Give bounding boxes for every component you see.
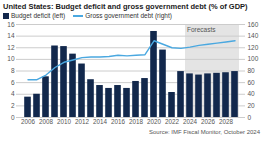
svg-text:160: 160 xyxy=(248,21,259,28)
svg-text:60: 60 xyxy=(248,79,256,86)
svg-text:Forecasts: Forecasts xyxy=(187,26,216,33)
svg-text:2020: 2020 xyxy=(147,118,162,125)
svg-text:0: 0 xyxy=(11,114,15,121)
svg-text:2008: 2008 xyxy=(39,118,54,125)
svg-text:2022: 2022 xyxy=(165,118,180,125)
svg-text:2014: 2014 xyxy=(93,118,108,125)
html-text:Gross government debt (right): Gross government debt (right) xyxy=(85,12,172,19)
svg-text:2024: 2024 xyxy=(183,118,198,125)
svg-text:12: 12 xyxy=(7,44,15,51)
svg-text:2012: 2012 xyxy=(75,118,90,125)
svg-text:20: 20 xyxy=(248,102,256,109)
svg-text:2: 2 xyxy=(11,102,15,109)
svg-text:2016: 2016 xyxy=(111,118,126,125)
svg-text:2018: 2018 xyxy=(129,118,144,125)
svg-text:2010: 2010 xyxy=(57,118,72,125)
svg-text:2026: 2026 xyxy=(201,118,216,125)
svg-text:2028: 2028 xyxy=(219,118,234,125)
svg-text:4: 4 xyxy=(11,90,15,97)
svg-text:8: 8 xyxy=(11,67,15,74)
svg-text:2006: 2006 xyxy=(21,118,36,125)
svg-text:140: 140 xyxy=(248,32,259,39)
svg-text:6: 6 xyxy=(11,79,15,86)
svg-text:10: 10 xyxy=(7,55,15,62)
svg-text:120: 120 xyxy=(248,44,259,51)
html-text:United States: Budget deficit: United States: Budget deficit and gross … xyxy=(3,2,248,11)
svg-text:0: 0 xyxy=(248,114,252,121)
svg-text:14: 14 xyxy=(7,32,15,39)
svg-text:100: 100 xyxy=(248,55,259,62)
svg-text:80: 80 xyxy=(248,67,256,74)
html-text:Source: IMF Fiscal Monitor, Oc: Source: IMF Fiscal Monitor, October 2024 xyxy=(149,129,260,135)
svg-text:16: 16 xyxy=(7,21,15,28)
html-text:Budget deficit (left): Budget deficit (left) xyxy=(11,12,66,19)
svg-text:40: 40 xyxy=(248,90,256,97)
